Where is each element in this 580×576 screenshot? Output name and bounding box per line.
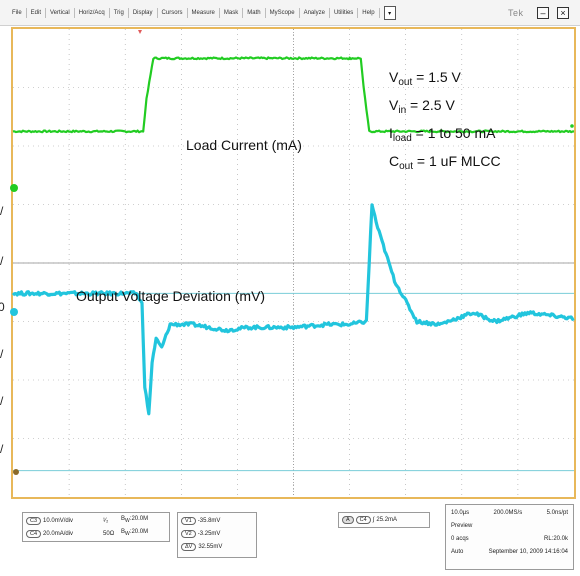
menu-item-mask[interactable]: Mask bbox=[220, 8, 244, 18]
menu-item-measure[interactable]: Measure bbox=[188, 8, 220, 18]
record-length: RL:20.0k bbox=[543, 536, 568, 542]
ch4-impedance: 50Ω bbox=[103, 530, 115, 537]
channel-readout[interactable]: C3 10.0mV/div ¹⁄₂ BW:20.0M C4 20.0mA/div… bbox=[22, 512, 170, 542]
vout-condition: Vout = 1.5 V bbox=[389, 69, 461, 88]
acq-count: 0 acqs bbox=[451, 536, 469, 542]
menu-bar: File Edit Vertical Horiz/Acq Trig Display Curs… bbox=[0, 0, 580, 26]
menu-item-edit[interactable]: Edit bbox=[27, 8, 47, 18]
ch3-coupling: ¹⁄₂ bbox=[103, 517, 109, 524]
load-current-trace bbox=[12, 56, 575, 134]
menu-item-analyze[interactable]: Analyze bbox=[300, 8, 330, 18]
menu-item-math[interactable]: Math bbox=[243, 8, 266, 18]
load-current-label: Load Current (mA) bbox=[186, 137, 302, 153]
graticule-grid bbox=[13, 29, 574, 497]
ch3-readout[interactable]: C3 10.0mV/div ¹⁄₂ BW:20.0M bbox=[26, 514, 166, 527]
trigger-mode: Auto bbox=[451, 549, 464, 555]
brand-logo: Tek bbox=[508, 8, 524, 18]
left-tick-1: / bbox=[0, 204, 4, 218]
time-per-div: 10.0µs bbox=[451, 510, 470, 516]
menu-item-help[interactable]: Help bbox=[358, 8, 380, 18]
left-tick-zero: 0 bbox=[0, 300, 5, 314]
scope-screen: Vout = 1.5 V Vin = 2.5 V Iload = 1 to 50… bbox=[10, 26, 578, 500]
trigger-source: C4 bbox=[355, 516, 371, 524]
trigger-level-marker bbox=[570, 124, 574, 128]
vin-condition: Vin = 2.5 V bbox=[389, 97, 455, 116]
ch4-scale: 20.0mA/div bbox=[43, 530, 74, 537]
ch4-readout[interactable]: C4 20.0mA/div 50Ω BW:20.0M bbox=[26, 527, 166, 540]
output-deviation-label: Output Voltage Deviation (mV) bbox=[76, 288, 266, 304]
dv-tag: ΔV bbox=[181, 542, 197, 551]
menu-item-horiz-acq[interactable]: Horiz/Acq bbox=[75, 8, 110, 18]
waveform-display bbox=[10, 27, 576, 499]
ch3-ground-marker bbox=[10, 308, 18, 316]
menu-item-file[interactable]: File bbox=[8, 8, 27, 18]
ch3-scale: 10.0mV/div bbox=[43, 517, 74, 524]
cursor-delta-value: 32.55mV bbox=[198, 543, 223, 550]
left-tick-3: / bbox=[0, 347, 4, 361]
trigger-position-marker bbox=[138, 30, 142, 34]
menu-item-vertical[interactable]: Vertical bbox=[46, 8, 75, 18]
acquisition-readout[interactable]: 10.0µs 200.0MS/s 5.0ns/pt Preview 0 acqs… bbox=[445, 504, 574, 570]
cursor-readout[interactable]: V1 -35.8mV V2 -3.25mV ΔV 32.55mV bbox=[177, 512, 257, 558]
left-tick-4: / bbox=[0, 394, 4, 408]
cursor-v2-value: -3.25mV bbox=[197, 530, 221, 537]
menu-item-cursors[interactable]: Cursors bbox=[158, 8, 188, 18]
ch4-ground-marker bbox=[10, 184, 18, 192]
acq-datetime: September 10, 2009 14:16:04 bbox=[488, 549, 568, 555]
trigger-slope-icon: ∫ bbox=[372, 517, 375, 523]
v2-tag: V2 bbox=[181, 529, 196, 538]
menu-item-trig[interactable]: Trig bbox=[110, 8, 129, 18]
minimize-button[interactable]: – bbox=[537, 7, 549, 19]
menu-item-display[interactable]: Display bbox=[129, 8, 158, 18]
trigger-level: 25.2mA bbox=[376, 517, 398, 523]
ch4-bandwidth: BW:20.0M bbox=[121, 529, 149, 538]
sample-rate: 200.0MS/s bbox=[493, 510, 523, 516]
cursor-v1-value: -35.8mV bbox=[197, 517, 221, 524]
ch3-bandwidth: BW:20.0M bbox=[121, 516, 149, 525]
cout-condition: Cout = 1 uF MLCC bbox=[389, 153, 501, 172]
trigger-a-tag: A bbox=[342, 516, 354, 524]
left-tick-2: / bbox=[0, 254, 4, 268]
menu-item-utilities[interactable]: Utilities bbox=[330, 8, 359, 18]
menu-item-myscope[interactable]: MyScope bbox=[266, 8, 300, 18]
close-button[interactable]: × bbox=[557, 7, 569, 19]
v1-tag: V1 bbox=[181, 516, 196, 525]
time-per-point: 5.0ns/pt bbox=[546, 510, 568, 516]
trigger-readout[interactable]: A C4 ∫ 25.2mA bbox=[338, 512, 430, 528]
left-tick-5: / bbox=[0, 442, 4, 456]
ch4-tag: C4 bbox=[26, 529, 42, 538]
ref-marker bbox=[13, 469, 19, 475]
output-voltage-trace bbox=[11, 203, 575, 416]
waveform-traces bbox=[11, 56, 575, 472]
test-conditions: Vout = 1.5 V Vin = 2.5 V Iload = 1 to 50… bbox=[389, 66, 501, 178]
acq-mode: Preview bbox=[451, 523, 473, 529]
iload-condition: Iload = 1 to 50 mA bbox=[389, 125, 496, 144]
ch3-tag: C3 bbox=[26, 516, 42, 525]
menu-dropdown-button[interactable]: ▾ bbox=[383, 6, 396, 20]
menu: File Edit Vertical Horiz/Acq Trig Display Curs… bbox=[0, 0, 396, 26]
